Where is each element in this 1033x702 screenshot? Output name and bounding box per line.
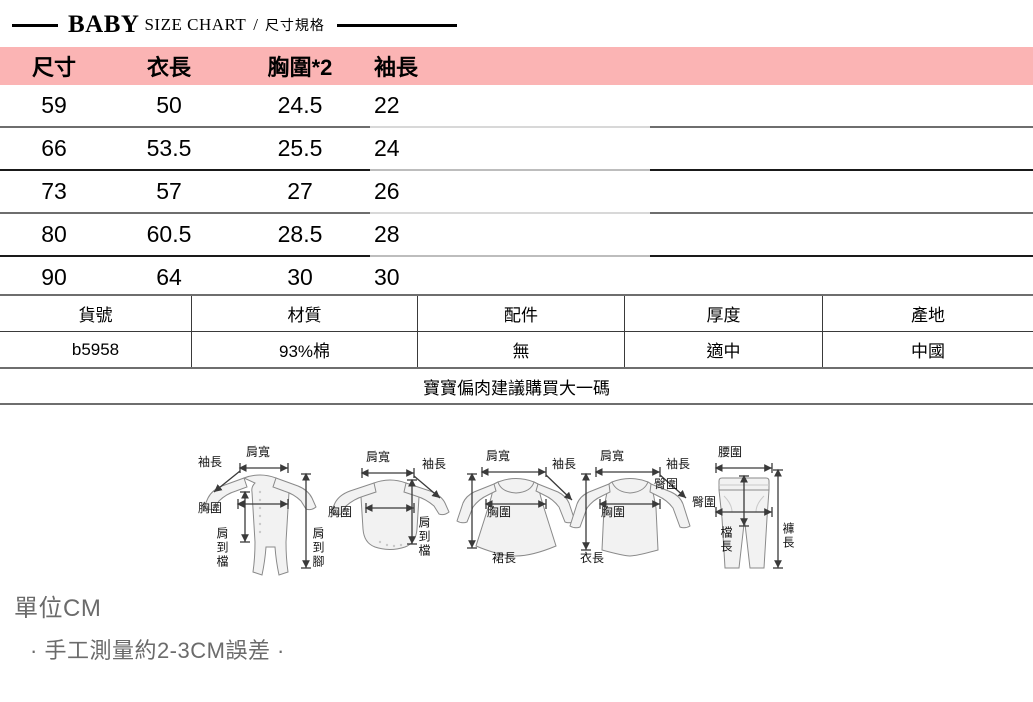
- cell-length: 60.5: [146, 221, 192, 247]
- size-col-header-size: 尺寸: [31, 55, 76, 80]
- diagram-top: 肩寬 袖長 臀圍 胸圍 衣長: [569, 448, 691, 565]
- label-pant-length: 褲長: [781, 522, 795, 550]
- cell-size: 73: [41, 178, 67, 204]
- label-sleeve-length: 袖長: [198, 454, 222, 469]
- size-table: 尺寸 衣長 胸圍*2 袖長 59 50 24.5 22 66 53.5 25.5…: [0, 47, 1033, 298]
- table-row: 73 57 27 26: [0, 171, 1033, 212]
- diagram-pants: 腰圍 臀圍 檔長 褲長: [692, 445, 795, 569]
- diagram-dress: 肩寬 袖長 胸圍 裙長: [456, 448, 576, 565]
- label-chest: 胸圍: [601, 505, 625, 519]
- info-header-thickness: 厚度: [625, 296, 823, 331]
- title-brand: BABY: [68, 11, 140, 38]
- label-sleeve-length: 袖長: [666, 456, 690, 471]
- cell-length: 64: [156, 264, 182, 290]
- cell-size: 90: [41, 264, 67, 290]
- label-skirt-length: 裙長: [492, 551, 516, 565]
- label-sleeve-length: 袖長: [552, 456, 576, 471]
- size-col-header-length: 衣長: [146, 55, 191, 80]
- label-shoulder-to-crotch: 肩到檔: [417, 515, 431, 558]
- info-value-item-no: b5958: [0, 332, 192, 367]
- info-value-origin: 中國: [911, 342, 945, 361]
- cell-chest: 24.5: [277, 92, 323, 118]
- label-shoulder-width: 肩寬: [600, 448, 624, 463]
- note-bottom-rule: [0, 403, 1033, 405]
- label-shoulder-width: 肩寬: [366, 449, 390, 464]
- cell-chest: 30: [287, 264, 313, 290]
- size-col-header-sleeve: 袖長: [374, 55, 419, 80]
- row-divider: [0, 255, 1033, 257]
- cell-sleeve: 28: [374, 221, 400, 247]
- table-row: 80 60.5 28.5 28: [0, 214, 1033, 255]
- info-divider: [0, 331, 1033, 332]
- label-waist: 腰圍: [718, 445, 742, 459]
- info-table: 貨號 材質 配件 厚度 產地 b5958 93%棉 無 適中 中國 寶寶偏肉建議…: [0, 294, 1033, 405]
- info-value-material: 93%棉: [192, 332, 418, 367]
- title-separator: /: [253, 15, 258, 34]
- row-divider: [0, 212, 1033, 214]
- table-row: 90 64 30 30: [0, 257, 1033, 298]
- size-table-header-row: 尺寸 衣長 胸圍*2 袖長: [0, 47, 1033, 85]
- info-bottom-rule: [0, 367, 1033, 369]
- label-chest: 胸圍: [487, 505, 511, 519]
- label-shoulder-width: 肩寬: [246, 444, 270, 459]
- chart-title-bar: BABY SIZE CHART / 尺寸規格: [0, 10, 1033, 40]
- title-rule-right: [336, 23, 457, 27]
- cell-length: 57: [156, 178, 182, 204]
- cell-sleeve: 26: [374, 178, 400, 204]
- title-rule-left: [12, 23, 58, 27]
- info-header-material: 材質: [192, 296, 418, 331]
- row-divider: [0, 169, 1033, 171]
- size-col-header-chest: 胸圍*2: [267, 55, 333, 80]
- cell-sleeve: 24: [374, 135, 400, 161]
- label-chest: 胸圍: [198, 501, 222, 515]
- label-chest: 胸圍: [328, 505, 352, 519]
- unit-note: 單位CM: [14, 595, 102, 622]
- label-hip: 臀圍: [692, 495, 716, 509]
- title-cn: 尺寸規格: [264, 17, 325, 33]
- info-header-origin: 產地: [911, 306, 945, 325]
- cell-chest: 27: [287, 178, 313, 204]
- row-divider: [0, 126, 1033, 128]
- cell-size: 66: [41, 135, 67, 161]
- label-hip: 臀圍: [654, 477, 678, 491]
- title-en: SIZE CHART: [144, 15, 247, 34]
- footer-notes: 單位CM · 手工測量約2-3CM誤差 ·: [14, 588, 285, 665]
- sizing-note: 寶寶偏肉建議購買大一碼: [423, 378, 610, 398]
- info-header-item-no: 貨號: [0, 296, 192, 331]
- cell-size: 59: [41, 92, 67, 118]
- table-row: 66 53.5 25.5 24: [0, 128, 1033, 169]
- cell-chest: 25.5: [277, 135, 323, 161]
- diagram-bodysuit: 肩寬 袖長 胸圍 肩到檔: [328, 449, 450, 558]
- label-rise: 檔長: [719, 526, 733, 554]
- label-garment-length: 衣長: [580, 550, 604, 565]
- label-shoulder-to-foot: 肩到腳: [311, 526, 325, 569]
- info-value-row: b5958 93%棉 無 適中 中國: [0, 332, 1033, 367]
- cell-sleeve: 30: [374, 264, 400, 290]
- info-value-accessory: 無: [418, 332, 625, 367]
- cell-size: 80: [41, 221, 67, 247]
- label-shoulder-width: 肩寬: [486, 448, 510, 463]
- tolerance-note: · 手工測量約2-3CM誤差 ·: [30, 638, 285, 663]
- label-sleeve-length: 袖長: [422, 456, 446, 471]
- info-header-row: 貨號 材質 配件 厚度 產地: [0, 296, 1033, 331]
- diagram-romper: 肩寬 袖長 胸圍 肩到檔 肩到腳: [198, 444, 325, 576]
- cell-sleeve: 22: [374, 92, 400, 118]
- table-row: 59 50 24.5 22: [0, 85, 1033, 126]
- measurement-diagrams: .gl { fill:#f2f2f2; stroke:#8a8a8a; stro…: [0, 430, 1033, 590]
- info-value-thickness: 適中: [625, 332, 823, 367]
- cell-length: 53.5: [146, 135, 192, 161]
- cell-length: 50: [156, 92, 182, 118]
- info-header-accessory: 配件: [418, 296, 625, 331]
- cell-chest: 28.5: [277, 221, 323, 247]
- label-shoulder-to-crotch: 肩到檔: [215, 526, 229, 569]
